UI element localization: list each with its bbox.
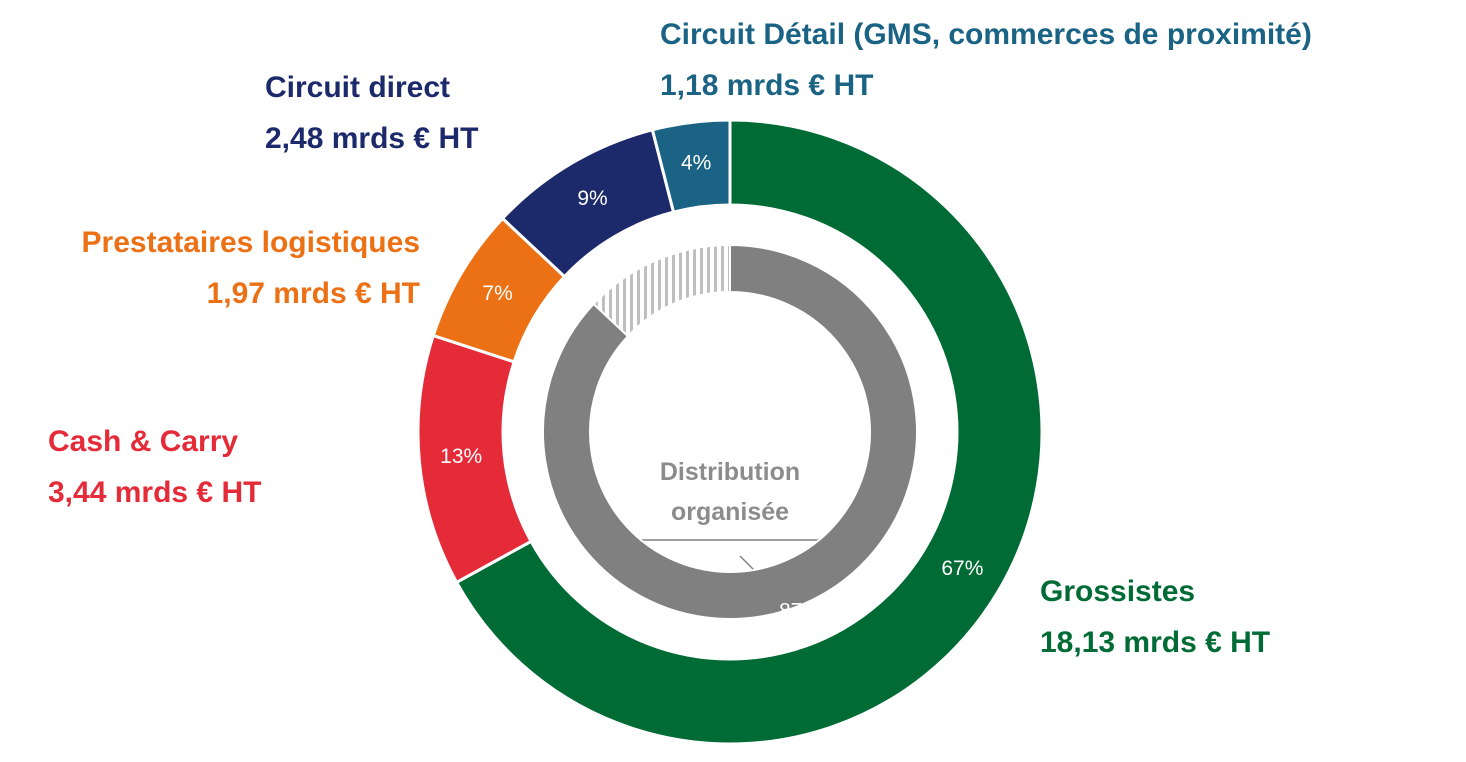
percent-label: 67% bbox=[941, 557, 983, 580]
outer-segment bbox=[454, 118, 1044, 746]
percent-label: 7% bbox=[482, 282, 512, 305]
amount-label: 3,44 mrds € HT bbox=[48, 476, 262, 509]
category-label: Prestataires logistiques bbox=[81, 226, 420, 259]
percent-label: 9% bbox=[577, 187, 607, 210]
amount-label: 18,13 mrds € HT bbox=[1040, 626, 1271, 659]
percent-label: 4% bbox=[681, 152, 711, 175]
category-label: Circuit direct bbox=[265, 71, 451, 104]
amount-label: 1,97 mrds € HT bbox=[206, 277, 420, 310]
category-label: Grossistes bbox=[1040, 575, 1196, 608]
amount-label: 2,48 mrds € HT bbox=[265, 122, 479, 155]
category-label: Cash & Carry bbox=[48, 425, 239, 458]
category-label: Circuit Détail (GMS, commerces de proxim… bbox=[660, 18, 1312, 51]
inner-segment bbox=[542, 243, 918, 620]
inner-ring-label: Distribution organisée bbox=[659, 458, 801, 526]
percent-label: 13% bbox=[440, 445, 482, 468]
inner-percent-label: 87% bbox=[779, 600, 821, 623]
outer-segment bbox=[650, 118, 732, 214]
amount-label: 1,18 mrds € HT bbox=[660, 69, 874, 102]
inner-segment bbox=[592, 243, 731, 338]
